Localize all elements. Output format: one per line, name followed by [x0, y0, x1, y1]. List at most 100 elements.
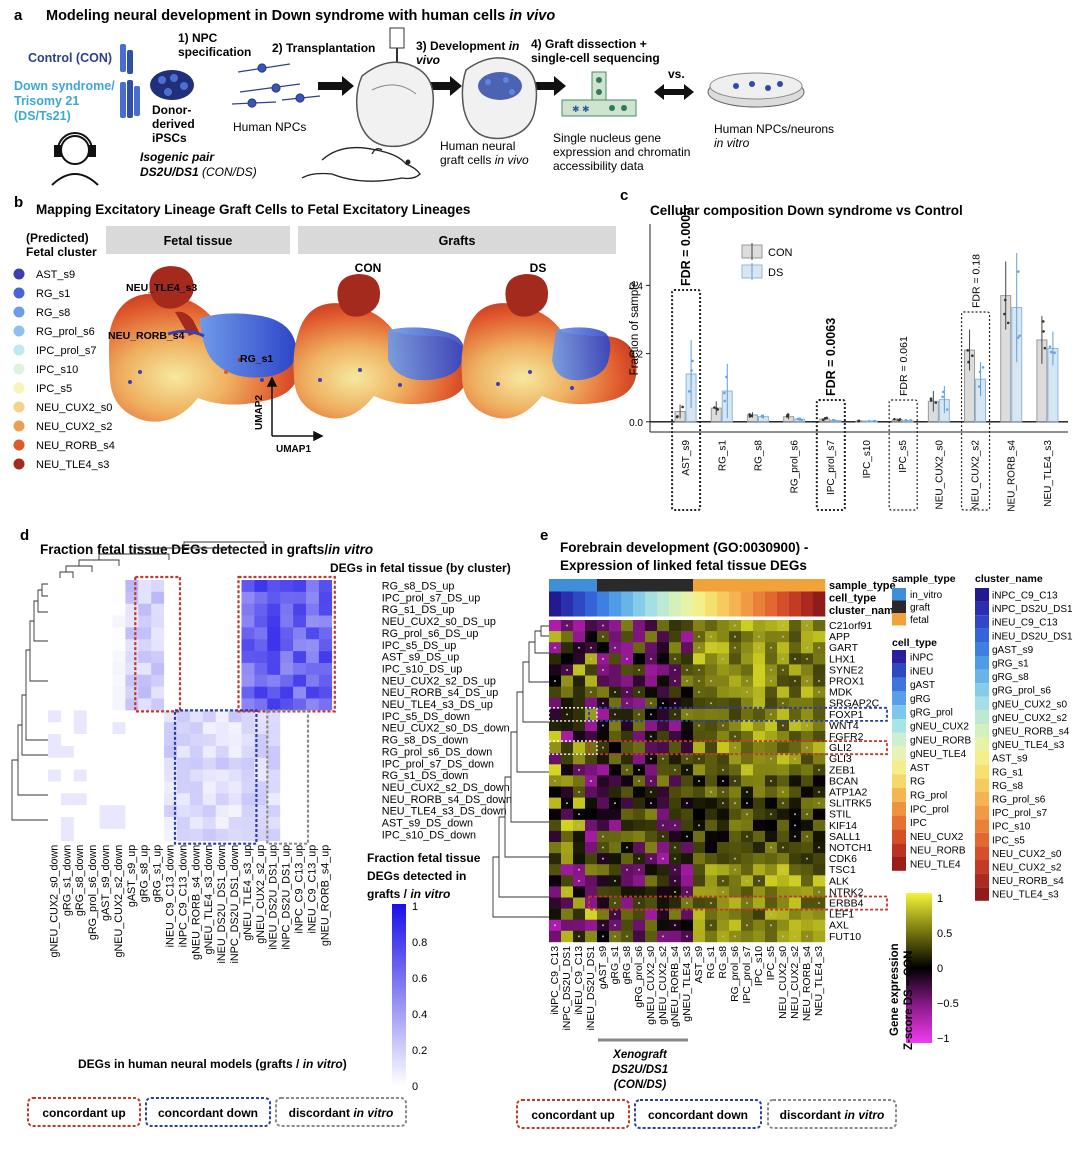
- heatmap-d-col-label: gRG_s8_up: [139, 845, 151, 903]
- heatmap-e-cell: [657, 620, 670, 632]
- heatmap-d-cell: [293, 793, 307, 806]
- significance-dot: [590, 779, 592, 782]
- heatmap-d-cell: [202, 793, 216, 806]
- cluster-swatch: [975, 601, 989, 616]
- heatmap-d-cell: [164, 627, 178, 640]
- vitro-line2: in vitro: [714, 136, 750, 150]
- heatmap-e-cell: [633, 908, 646, 920]
- data-point: [941, 395, 944, 399]
- significance-dot: [650, 713, 652, 716]
- cluster-label: IPC_prol_s7: [992, 808, 1047, 819]
- heatmap-e-col-label: IPC_s5: [765, 946, 777, 981]
- heatmap-d-cell: [318, 781, 333, 794]
- heatmap-e-cell: [549, 886, 562, 898]
- heatmap-e-cell: [777, 775, 790, 787]
- vs-label: vs.: [668, 67, 685, 81]
- heatmap-e-cell: [669, 686, 682, 698]
- heatmap-e-cell: [669, 742, 682, 754]
- double-arrow-icon: [654, 84, 694, 100]
- cell-type-label: IPC_prol: [910, 804, 949, 815]
- significance-dot: [770, 646, 772, 649]
- significance-dot: [674, 879, 676, 882]
- gene-label: FUT10: [829, 931, 861, 943]
- heatmap-e-cell: [621, 631, 634, 643]
- heatmap-e-cell: [573, 897, 586, 909]
- heatmap-d-cell: [86, 710, 100, 723]
- heatmap-d-cell: [86, 722, 100, 735]
- panel-c: c Cellular composition Down syndrome vs …: [620, 187, 1068, 512]
- heatmap-e-cell: [753, 797, 766, 809]
- sample-type-swatch: [892, 600, 906, 613]
- significance-dot: [746, 879, 748, 882]
- heatmap-e-cell: [693, 842, 706, 854]
- heatmap-e-cell: [585, 842, 598, 854]
- heatmap-e-cell: [633, 620, 646, 632]
- data-point: [977, 385, 981, 388]
- heatmap-e-cell: [561, 786, 574, 798]
- track-sample-type: [813, 579, 826, 592]
- heatmap-d-cell: [48, 757, 62, 770]
- donor-line3: iPSCs: [152, 131, 187, 145]
- heatmap-e-cell: [633, 631, 646, 643]
- heatmap-d-cell: [254, 603, 268, 616]
- heatmap-e-cell: [645, 919, 658, 932]
- heatmap-e-cell: [705, 664, 718, 676]
- heatmap-d-cell: [254, 662, 268, 676]
- heatmap-e-cell: [633, 808, 646, 821]
- heatmap-e-cell: [693, 930, 706, 943]
- significance-dot: [698, 680, 700, 683]
- heatmap-e-cell: [561, 775, 574, 787]
- heatmap-e-cell: [585, 897, 598, 909]
- heatmap-e-cell: [621, 731, 634, 743]
- significance-dot: [626, 768, 628, 771]
- heatmap-e-cell: [597, 864, 610, 876]
- isogenic-line1: Isogenic pair: [140, 150, 215, 164]
- heatmap-d-cell: [267, 674, 281, 687]
- heatmap-e-cell: [801, 919, 814, 932]
- heatmap-d-cell: [177, 769, 191, 782]
- track-cell-type: [585, 591, 598, 604]
- heatmap-d-col-label: iNPC_C9_C13_down: [177, 845, 189, 948]
- heatmap-e-cell: [789, 797, 802, 809]
- dendrogram-branch: [522, 661, 549, 723]
- heatmap-e-cell: [573, 742, 586, 754]
- heatmap-d-cell: [267, 662, 281, 676]
- significance-dot: [578, 813, 580, 816]
- significance-dot: [638, 779, 640, 782]
- significance-dot: [698, 757, 700, 760]
- significance-dot: [794, 935, 796, 938]
- cell-type-swatch: [892, 719, 906, 733]
- heatmap-e-cell: [657, 908, 670, 920]
- heatmap-e-cell: [669, 908, 682, 920]
- heatmap-d-cell: [228, 745, 242, 759]
- significance-dot: [554, 646, 556, 649]
- heatmap-d-cell: [164, 591, 178, 604]
- heatmap-d-cell: [125, 722, 139, 735]
- heatmap-d-cell: [151, 580, 165, 593]
- heatmap-d-cell: [48, 745, 62, 759]
- cluster-label: gNEU_CUX2_s2: [992, 713, 1067, 724]
- heatmap-e-cell: [573, 842, 586, 854]
- key-concordant-down-d: [145, 1097, 271, 1127]
- data-point: [945, 408, 949, 411]
- heatmap-e-cell: [585, 731, 598, 743]
- heatmap-e-cell: [813, 908, 826, 920]
- dendrogram-branch: [516, 691, 549, 773]
- heatmap-e-cell: [705, 830, 718, 843]
- gene-label: GLI2: [829, 742, 852, 754]
- heatmap-e-cell: [561, 697, 574, 710]
- heatmap-e-cell: [801, 664, 814, 676]
- heatmap-e-cell: [573, 753, 586, 765]
- heatmap-e-cell: [705, 753, 718, 765]
- heatmap-e-cell: [813, 742, 826, 754]
- significance-dot: [794, 724, 796, 727]
- colorbar-d-title-2: DEGs detected in: [367, 869, 466, 883]
- cluster-label: gRG_prol_s6: [992, 686, 1051, 697]
- heatmap-e-cell: [765, 697, 778, 710]
- significance-dot: [686, 680, 688, 683]
- significance-dot: [698, 691, 700, 694]
- heatmap-e-cell: [777, 742, 790, 754]
- data-point: [723, 399, 727, 403]
- legend-swatch-RG_s1: [13, 287, 25, 299]
- heatmap-e-cell: [681, 742, 694, 754]
